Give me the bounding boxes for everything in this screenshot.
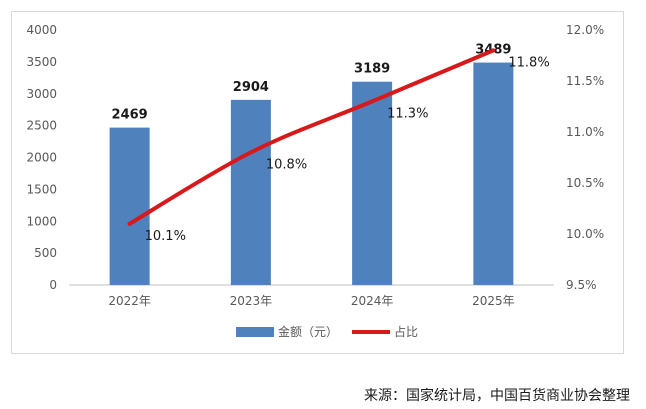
- left-tick-label: 1500: [26, 182, 57, 196]
- x-tick-label: 2022年: [108, 294, 151, 308]
- right-tick-label: 10.5%: [566, 176, 604, 190]
- line-data-label: 10.8%: [266, 157, 307, 172]
- line-data-label: 10.1%: [145, 229, 186, 244]
- left-tick-label: 2000: [26, 151, 57, 165]
- line-data-label: 11.3%: [387, 106, 428, 121]
- line-series: 10.1% 10.8% 11.3% 11.8%: [127, 48, 550, 244]
- bar: [473, 62, 514, 285]
- x-tick-label: 2023年: [230, 294, 273, 308]
- x-axis: 2022年 2023年 2024年 2025年: [69, 284, 554, 308]
- right-tick-label: 9.5%: [566, 278, 597, 292]
- left-axis: 0 500 1000 1500 2000 2500 3000 3500 4000: [26, 23, 57, 292]
- line-point: [370, 99, 375, 104]
- bar: [230, 99, 271, 286]
- share-line: [127, 48, 496, 226]
- left-tick-label: 0: [49, 278, 57, 292]
- x-tick-label: 2024年: [351, 294, 394, 308]
- line-data-label: 11.8%: [508, 55, 549, 70]
- right-tick-label: 11.0%: [566, 125, 604, 139]
- bar: [352, 81, 393, 285]
- left-tick-label: 3000: [26, 87, 57, 101]
- legend: 金额（元） 占比: [236, 324, 418, 339]
- right-tick-label: 10.0%: [566, 227, 604, 241]
- line-point: [127, 221, 132, 226]
- chart-frame: 0 500 1000 1500 2000 2500 3000 3500 4000 9.5% 10.…: [11, 11, 624, 354]
- legend-bar-label: 金额（元）: [278, 324, 338, 339]
- bar-data-label: 3189: [354, 62, 390, 77]
- bar-data-label: 2904: [233, 80, 269, 95]
- left-tick-label: 500: [34, 246, 57, 260]
- right-axis: 9.5% 10.0% 10.5% 11.0% 11.5% 12.0%: [566, 23, 604, 292]
- left-tick-label: 3500: [26, 55, 57, 69]
- bar-data-label: 2469: [112, 108, 148, 123]
- right-tick-label: 12.0%: [566, 23, 604, 37]
- legend-bar-swatch: [236, 327, 274, 337]
- chart-svg: 0 500 1000 1500 2000 2500 3000 3500 4000 9.5% 10.…: [26, 23, 604, 339]
- line-point: [491, 48, 496, 53]
- line-point: [248, 150, 253, 155]
- legend-line-label: 占比: [394, 324, 418, 339]
- left-tick-label: 1000: [26, 214, 57, 228]
- bars: 2469290431893489: [109, 43, 514, 286]
- left-tick-label: 2500: [26, 119, 57, 133]
- source-note: 来源：国家统计局，中国百货商业协会整理: [364, 388, 630, 404]
- bar: [109, 127, 150, 285]
- x-tick-label: 2025年: [472, 294, 515, 308]
- right-tick-label: 11.5%: [566, 74, 604, 88]
- left-tick-label: 4000: [26, 23, 57, 37]
